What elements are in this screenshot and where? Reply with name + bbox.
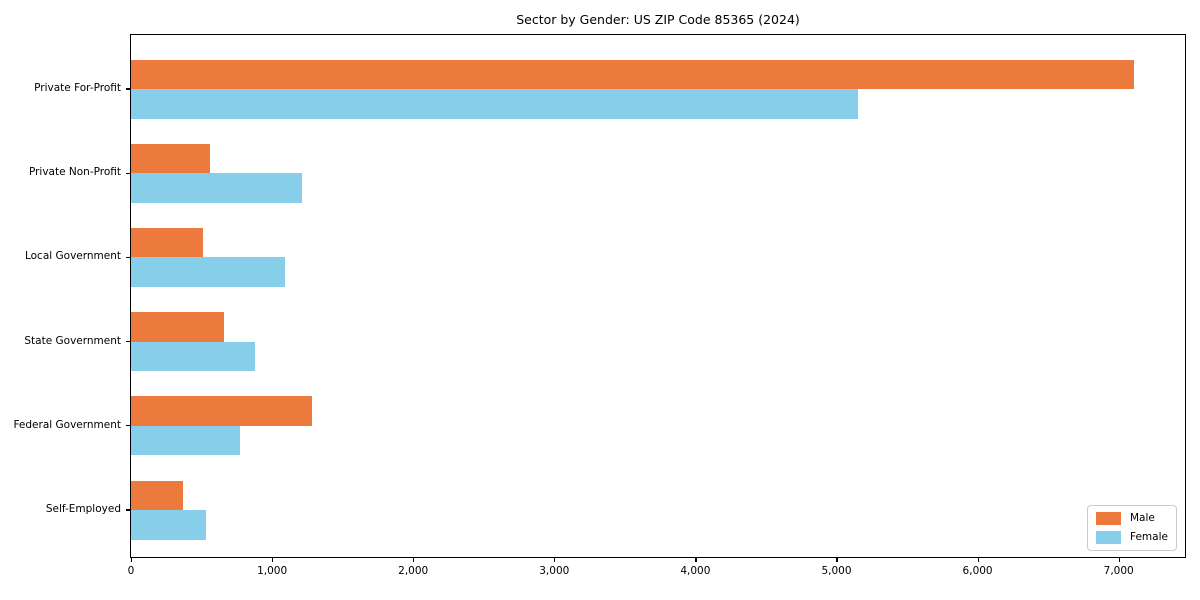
legend-label-female: Female [1130,531,1168,543]
x-tick-label: 2,000 [398,565,429,577]
bar-female [131,89,858,119]
y-tick-label: State Government [24,334,121,347]
bar-male [131,59,1135,89]
chart-title: Sector by Gender: US ZIP Code 85365 (202… [516,12,800,27]
x-tick-label: 6,000 [962,565,993,577]
bar-female [131,257,285,287]
male-color-swatch [1096,512,1121,525]
bar-male [131,480,184,510]
legend-entry-male: Male [1096,512,1168,525]
x-tick-mark [695,557,697,562]
bar-male [131,227,203,258]
x-tick-mark [131,557,133,562]
x-tick-mark [413,557,415,562]
bar-female [131,510,206,540]
legend-entry-female: Female [1096,531,1168,544]
y-tick-mark [126,256,131,258]
bar-female [131,341,256,372]
y-tick-label: Federal Government [13,418,121,431]
x-tick-mark [836,557,838,562]
plot-area: Male Female 0 1,000 2,000 3,000 4,000 5,000 6,… [126,34,1186,577]
x-tick-mark [977,557,979,562]
bar-female [131,173,302,203]
y-tick-mark [126,509,131,511]
x-tick-label: 0 [127,565,135,577]
y-axis-labels: Private For-Profit Private Non-Profit Loca… [0,34,121,558]
x-tick-label: 4,000 [680,565,711,577]
y-tick-mark [126,172,131,174]
x-tick-mark [554,557,556,562]
x-tick-label: 7,000 [1103,565,1134,577]
y-tick-label: Self-Employed [45,503,121,515]
bar-female [131,425,240,456]
legend-label-male: Male [1130,512,1155,524]
y-tick-label: Private Non-Profit [28,166,121,179]
y-tick-label: Private For-Profit [34,82,121,94]
x-tick-label: 3,000 [539,565,570,577]
y-tick-mark [126,425,131,427]
y-tick-mark [126,341,131,343]
x-tick-label: 5,000 [821,565,852,577]
bar-male [131,143,210,174]
legend: Male Female [1087,505,1177,551]
x-tick-mark [272,557,274,562]
bar-male [131,396,312,426]
x-tick-label: 1,000 [257,565,288,577]
x-tick-mark [1118,557,1120,562]
bar-male [131,312,225,342]
female-color-swatch [1096,531,1121,544]
y-tick-label: Local Government [24,250,121,263]
y-tick-mark [126,88,131,90]
